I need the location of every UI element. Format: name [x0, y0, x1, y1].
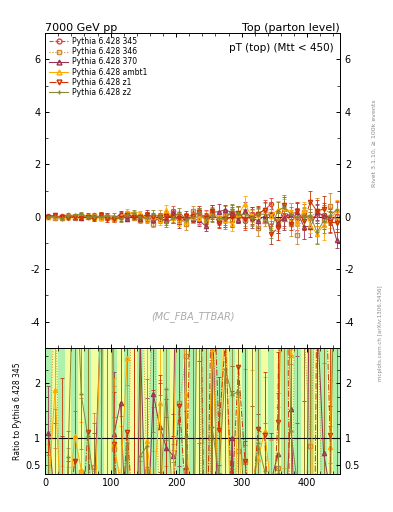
Bar — [58, 348, 65, 474]
Bar — [84, 348, 91, 474]
Y-axis label: Ratio to Pythia 6.428 345: Ratio to Pythia 6.428 345 — [13, 362, 22, 459]
Bar — [176, 348, 183, 474]
Bar — [156, 348, 163, 474]
Bar — [163, 348, 170, 474]
Bar — [170, 348, 176, 474]
Bar — [307, 348, 314, 474]
Bar — [235, 348, 242, 474]
Bar — [294, 348, 301, 474]
Bar — [229, 348, 235, 474]
Bar — [78, 348, 84, 474]
Bar — [189, 348, 196, 474]
Text: pT (top) (Mtt < 450): pT (top) (Mtt < 450) — [230, 42, 334, 53]
Bar — [327, 348, 333, 474]
Text: (MC_FBA_TTBAR): (MC_FBA_TTBAR) — [151, 311, 234, 322]
Bar — [268, 348, 274, 474]
Bar — [72, 348, 78, 474]
Bar — [137, 348, 143, 474]
Bar — [215, 348, 222, 474]
Text: mcplots.cern.ch [arXiv:1306.3436]: mcplots.cern.ch [arXiv:1306.3436] — [378, 285, 383, 380]
Bar — [143, 348, 150, 474]
Bar — [45, 348, 52, 474]
Bar — [314, 348, 320, 474]
Bar — [196, 348, 202, 474]
Bar — [261, 348, 268, 474]
Bar — [274, 348, 281, 474]
Bar — [255, 348, 261, 474]
Bar — [320, 348, 327, 474]
Text: Rivet 3.1.10, ≥ 100k events: Rivet 3.1.10, ≥ 100k events — [372, 99, 376, 187]
Bar — [117, 348, 124, 474]
Bar — [150, 348, 156, 474]
Bar — [248, 348, 255, 474]
Bar — [209, 348, 215, 474]
Bar — [104, 348, 111, 474]
Text: Top (parton level): Top (parton level) — [242, 23, 340, 33]
Text: 7000 GeV pp: 7000 GeV pp — [45, 23, 118, 33]
Bar — [202, 348, 209, 474]
Bar — [111, 348, 117, 474]
Bar — [222, 348, 229, 474]
Bar — [130, 348, 137, 474]
Bar — [97, 348, 104, 474]
Bar — [52, 348, 58, 474]
Bar — [183, 348, 189, 474]
Bar — [301, 348, 307, 474]
Legend: Pythia 6.428 345, Pythia 6.428 346, Pythia 6.428 370, Pythia 6.428 ambt1, Pythia: Pythia 6.428 345, Pythia 6.428 346, Pyth… — [48, 35, 149, 98]
Bar — [65, 348, 72, 474]
Bar — [91, 348, 97, 474]
Bar — [124, 348, 130, 474]
Bar — [242, 348, 248, 474]
Bar — [333, 348, 340, 474]
Bar — [288, 348, 294, 474]
Bar — [281, 348, 288, 474]
